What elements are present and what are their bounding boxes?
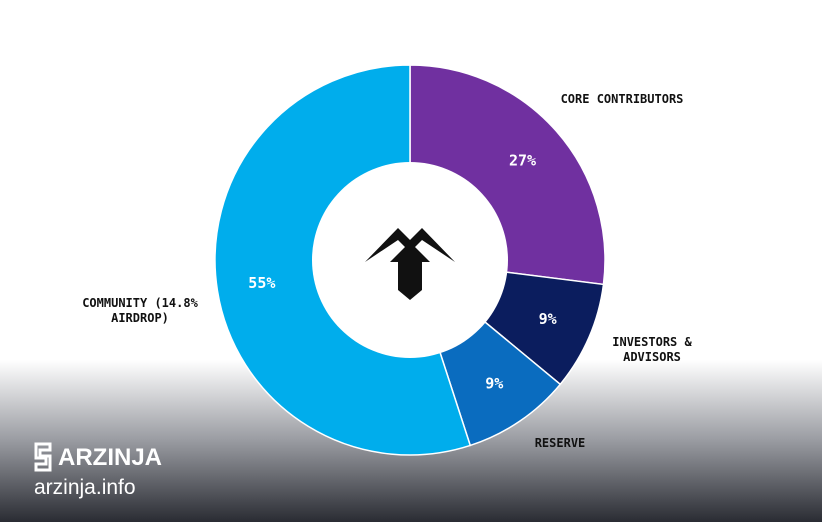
category-label: RESERVE [534,436,586,450]
watermark-url: arzinja.info [34,476,136,499]
value-label: 55% [248,274,275,292]
value-label: 27% [509,151,536,169]
watermark-icon [34,442,52,472]
value-label: 9% [539,310,557,328]
category-label: CORE CONTRIBUTORS [560,92,684,106]
category-label: INVESTORS & ADVISORS [612,335,692,364]
category-label: COMMUNITY (14.8% AIRDROP) [82,296,198,325]
logo [365,228,455,300]
value-label: 9% [485,375,503,393]
watermark-brand: ARZINJA [58,444,163,471]
